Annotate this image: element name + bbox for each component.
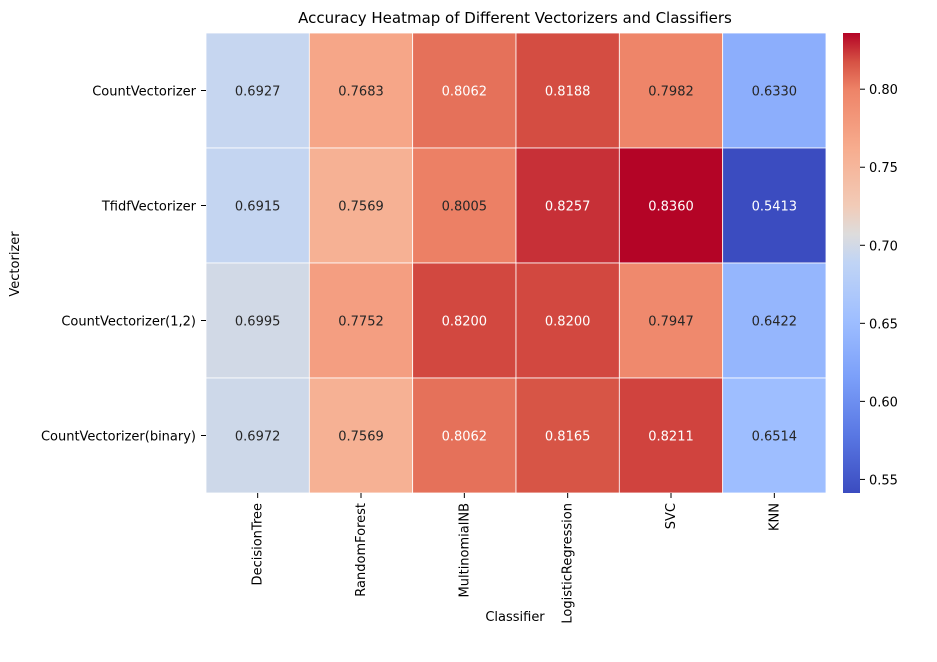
colorbar-tick-label: 0.70 <box>869 239 898 254</box>
heatmap-cell <box>412 377 517 494</box>
y-tick-label: CountVectorizer <box>92 85 196 100</box>
heatmap-cell <box>205 377 310 494</box>
colorbar-gradient <box>843 33 860 493</box>
x-tick-label: RandomForest <box>354 503 369 597</box>
x-tick-label: MultinomialNB <box>457 503 472 597</box>
colorbar-tick-label: 0.55 <box>869 473 898 488</box>
heatmap-cell <box>618 262 724 379</box>
heatmap-cell <box>308 147 414 264</box>
heatmap-cell-label: 0.8062 <box>442 85 488 100</box>
heatmap-cell-label: 0.7982 <box>648 85 694 100</box>
heatmap-cell <box>618 32 724 149</box>
y-axis: CountVectorizer TfidfVectorizer CountVecto… <box>41 85 206 445</box>
colorbar-tick-label: 0.75 <box>869 161 898 176</box>
y-axis-label: Vectorizer <box>8 231 23 297</box>
heatmap-cell-label: 0.6330 <box>752 85 798 100</box>
colorbar-tick-label: 0.60 <box>869 395 898 410</box>
heatmap-cell <box>515 147 620 264</box>
heatmap-cell-label: 0.6995 <box>235 315 281 330</box>
heatmap-cell <box>618 377 724 494</box>
heatmap-cell-label: 0.6915 <box>235 200 281 215</box>
heatmap-cell-label: 0.8360 <box>648 200 694 215</box>
heatmap-cell <box>722 262 827 379</box>
heatmap-cell-label: 0.7947 <box>648 315 694 330</box>
heatmap-cell-label: 0.7683 <box>338 85 384 100</box>
x-tick-label: SVC <box>664 503 679 529</box>
heatmap-cell <box>515 377 620 494</box>
heatmap-cell <box>308 377 414 494</box>
heatmap-cell-label: 0.8200 <box>545 315 591 330</box>
heatmap-cell-label: 0.8188 <box>545 85 591 100</box>
heatmap-cell <box>412 32 517 149</box>
heatmap-cell <box>722 32 827 149</box>
heatmap-cell <box>515 32 620 149</box>
y-tick-label: CountVectorizer(binary) <box>41 430 196 445</box>
heatmap-cell-label: 0.8211 <box>648 430 694 445</box>
heatmap-cell <box>308 262 414 379</box>
heatmap-cell <box>205 262 310 379</box>
heatmap-cell-label: 0.8257 <box>545 200 591 215</box>
colorbar-ticks: 0.55 0.60 0.65 0.70 0.75 0.80 <box>860 83 898 488</box>
heatmap-cell-label: 0.6927 <box>235 85 281 100</box>
y-tick-label: CountVectorizer(1,2) <box>61 315 196 330</box>
heatmap-cell-label: 0.6422 <box>752 315 798 330</box>
heatmap-cell-label: 0.7752 <box>338 315 384 330</box>
heatmap-cell-label: 0.8200 <box>442 315 488 330</box>
colorbar-tick-label: 0.80 <box>869 83 898 98</box>
x-axis: DecisionTree RandomForest MultinomialNB Log… <box>251 493 782 624</box>
heatmap-cell-label: 0.6972 <box>235 430 281 445</box>
heatmap-cell-label: 0.5413 <box>752 200 798 215</box>
x-axis-label: Classifier <box>485 610 545 625</box>
heatmap-cell-label: 0.8165 <box>545 430 591 445</box>
heatmap-cell <box>722 377 827 494</box>
y-tick-label: TfidfVectorizer <box>101 200 197 215</box>
heatmap-cells <box>205 32 827 494</box>
heatmap-cell <box>205 32 310 149</box>
chart-title: Accuracy Heatmap of Different Vectorizer… <box>298 9 732 27</box>
heatmap-cell-label: 0.8005 <box>442 200 488 215</box>
heatmap-value-labels: 0.6927 0.7683 0.8062 0.8188 0.7982 0.6330 0.69… <box>235 85 797 445</box>
x-tick-label: KNN <box>767 503 782 531</box>
colorbar: 0.55 0.60 0.65 0.70 0.75 0.80 <box>843 33 898 493</box>
heatmap-cell-label: 0.8062 <box>442 430 488 445</box>
heatmap-cell <box>412 262 517 379</box>
x-tick-label: LogisticRegression <box>561 503 576 624</box>
colorbar-tick-label: 0.65 <box>869 317 898 332</box>
heatmap-cell-label: 0.7569 <box>338 200 384 215</box>
heatmap-cell-label: 0.6514 <box>752 430 798 445</box>
heatmap-cell <box>722 147 827 264</box>
x-tick-label: DecisionTree <box>251 503 266 585</box>
heatmap-cell <box>308 32 414 149</box>
heatmap-cell-label: 0.7569 <box>338 430 384 445</box>
heatmap-cell <box>515 262 620 379</box>
